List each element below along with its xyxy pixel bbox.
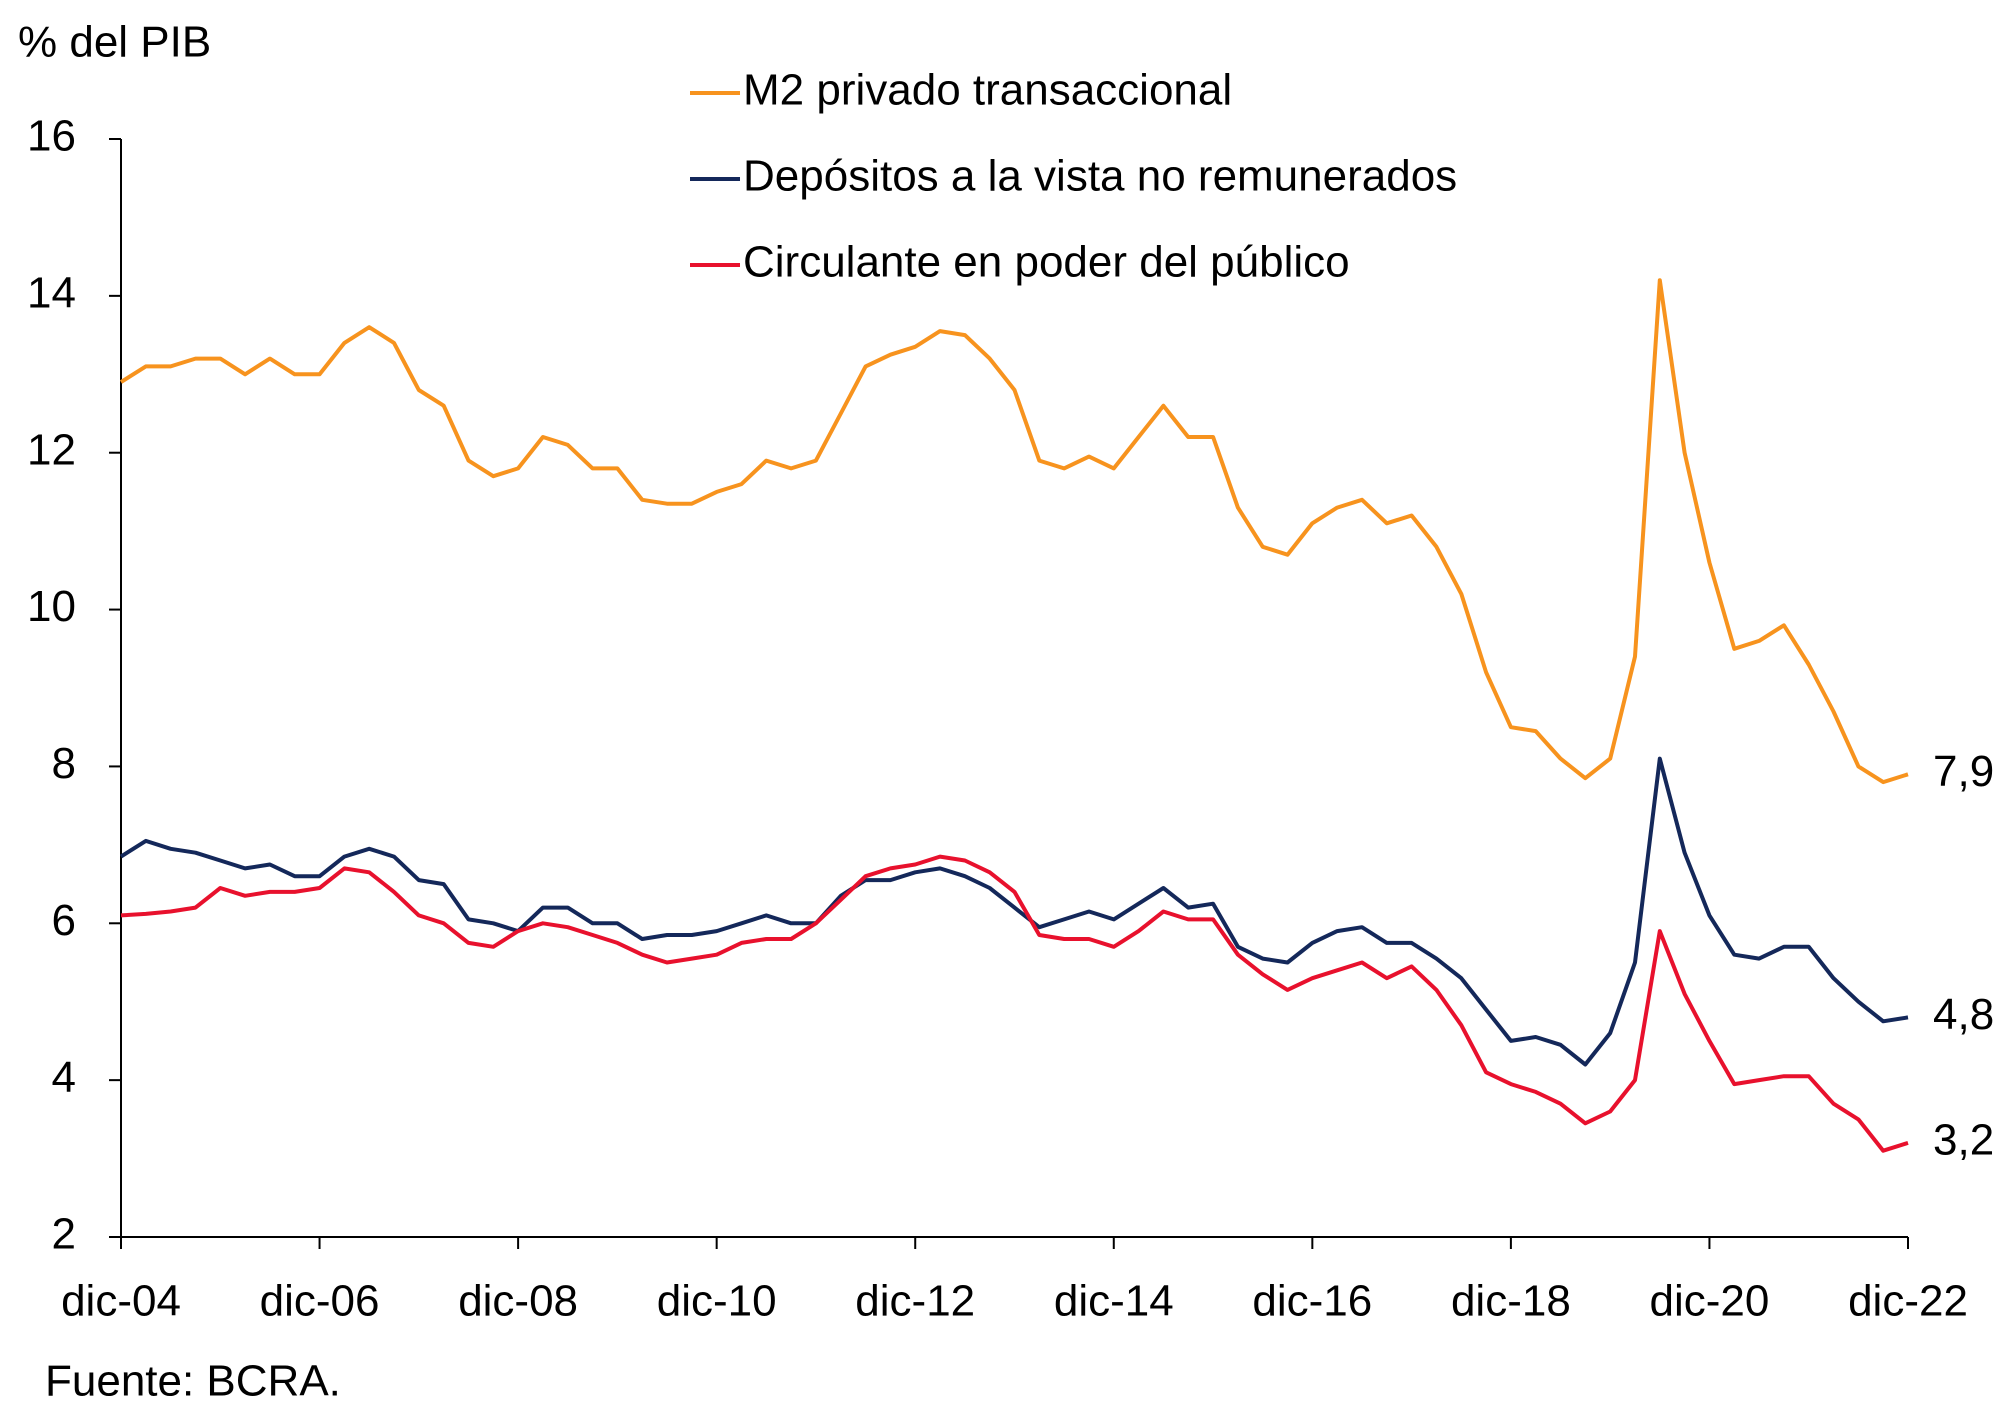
value-label: 3,2	[1933, 1116, 1994, 1165]
series-line	[119, 756, 1909, 1067]
y-tick-label: 10	[27, 582, 76, 631]
x-tick-label: dic-16	[1252, 1277, 1372, 1326]
value-label: 4,8	[1933, 990, 1994, 1039]
x-tick-label: dic-04	[61, 1277, 181, 1326]
x-tick-label: dic-14	[1054, 1277, 1174, 1326]
y-tick-label: 16	[27, 112, 76, 161]
x-tick-label: dic-12	[855, 1277, 975, 1326]
x-tick-label: dic-06	[260, 1277, 380, 1326]
x-tick-label: dic-18	[1451, 1277, 1571, 1326]
legend-label: Circulante en poder del público	[743, 238, 1350, 287]
series-line	[120, 854, 1909, 1153]
y-tick-label: 12	[27, 425, 76, 474]
y-axis-label: % del PIB	[18, 18, 211, 67]
x-tick-label: dic-10	[657, 1277, 777, 1326]
x-tick-label: dic-08	[458, 1277, 578, 1326]
x-tick-label: dic-22	[1848, 1277, 1968, 1326]
value-label: 7,9	[1933, 747, 1994, 796]
source-note: Fuente: BCRA.	[45, 1357, 341, 1406]
y-tick-label: 2	[52, 1210, 76, 1259]
y-tick-label: 14	[27, 268, 76, 317]
legend-label: Depósitos a la vista no remunerados	[743, 152, 1457, 201]
x-tick-label: dic-20	[1650, 1277, 1770, 1326]
y-tick-label: 8	[52, 739, 76, 788]
y-tick-label: 6	[52, 896, 76, 945]
series-line	[119, 278, 1909, 785]
legend-label: M2 privado transaccional	[743, 66, 1232, 115]
y-tick-label: 4	[52, 1053, 76, 1102]
